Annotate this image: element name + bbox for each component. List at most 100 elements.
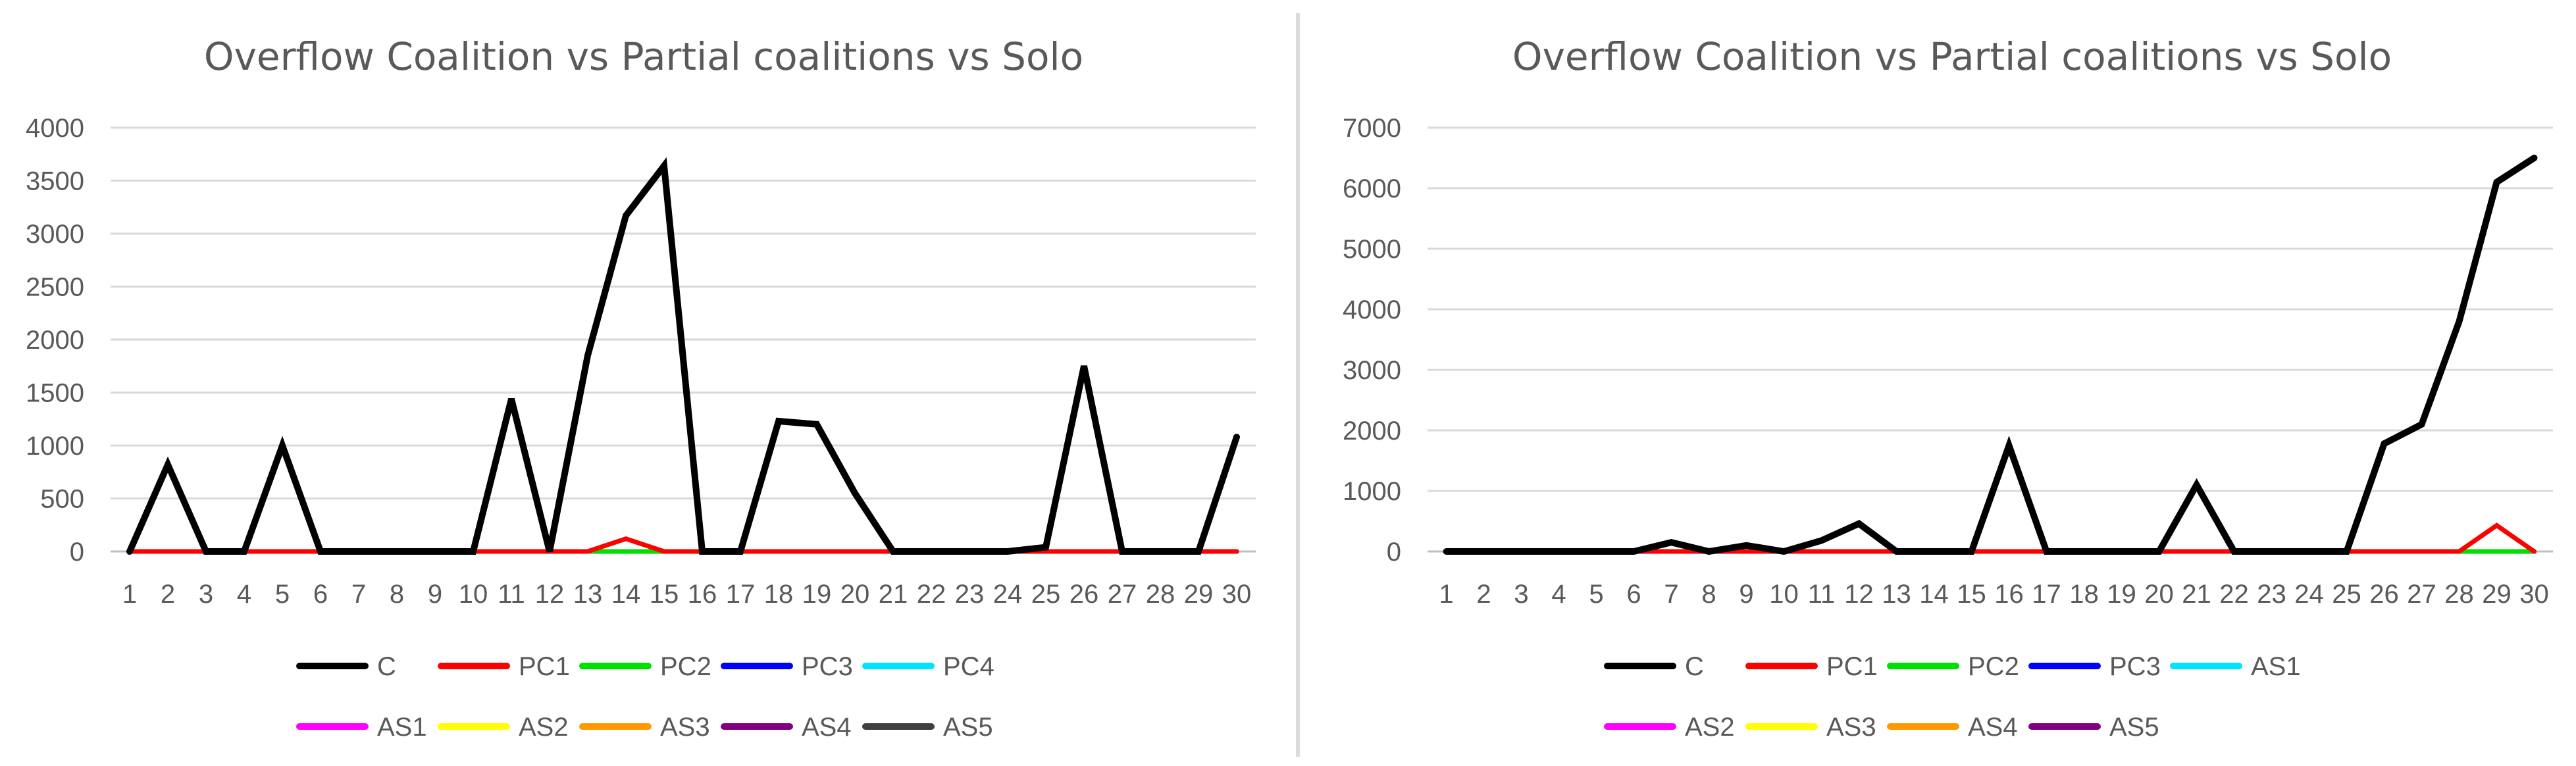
x-tick-label: 22 — [2219, 580, 2249, 609]
x-tick-label: 29 — [2482, 580, 2512, 609]
x-tick-label: 1 — [122, 580, 137, 609]
y-tick-label: 5000 — [1343, 235, 1401, 264]
y-tick-label: 0 — [70, 538, 84, 567]
x-tick-label: 5 — [275, 580, 290, 609]
y-tick-label: 2000 — [26, 326, 84, 355]
x-tick-label: 20 — [840, 580, 870, 609]
x-tick-label: 6 — [1626, 580, 1641, 609]
x-tick-label: 11 — [498, 580, 525, 609]
legend-label-pc4: PC4 — [943, 652, 994, 681]
x-tick-label: 14 — [1919, 580, 1949, 609]
y-tick-label: 1500 — [26, 379, 84, 408]
x-tick-label: 10 — [459, 580, 488, 609]
x-tick-label: 2 — [1476, 580, 1491, 609]
x-tick-label: 21 — [2182, 580, 2211, 609]
chart-left: Overflow Coalition vs Partial coalitions… — [26, 34, 1256, 742]
x-tick-label: 24 — [2294, 580, 2324, 609]
x-tick-label: 17 — [726, 580, 756, 609]
x-tick-label: 7 — [351, 580, 366, 609]
legend-label-as4: AS4 — [1968, 713, 2018, 742]
chart-right: Overflow Coalition vs Partial coalitions… — [1343, 34, 2553, 742]
x-tick-label: 28 — [1146, 580, 1175, 609]
x-tick-label: 20 — [2144, 580, 2174, 609]
legend-label-as5: AS5 — [943, 713, 993, 742]
x-tick-label: 7 — [1664, 580, 1678, 609]
x-tick-label: 18 — [2069, 580, 2099, 609]
x-tick-label: 2 — [161, 580, 175, 609]
legend-label-as4: AS4 — [802, 713, 852, 742]
x-tick-label: 18 — [764, 580, 794, 609]
x-tick-label: 3 — [1514, 580, 1528, 609]
x-tick-label: 26 — [1069, 580, 1099, 609]
y-tick-label: 2500 — [26, 273, 84, 302]
y-tick-label: 3500 — [26, 167, 84, 196]
legend-label-pc2: PC2 — [660, 652, 711, 681]
x-tick-label: 22 — [917, 580, 946, 609]
x-tick-label: 27 — [2407, 580, 2436, 609]
x-tick-label: 25 — [2332, 580, 2361, 609]
x-tick-label: 30 — [2519, 580, 2549, 609]
y-tick-label: 500 — [40, 485, 84, 514]
x-tick-label: 9 — [1739, 580, 1753, 609]
legend-label-as1: AS1 — [377, 713, 427, 742]
series-line-pc1 — [1444, 523, 2537, 554]
y-tick-label: 2000 — [1343, 417, 1401, 446]
legend-label-c: C — [377, 652, 396, 681]
y-tick-label: 0 — [1387, 538, 1401, 567]
x-tick-label: 16 — [688, 580, 717, 609]
legend-label-pc1: PC1 — [1826, 652, 1878, 681]
panel-divider — [1296, 13, 1300, 757]
series-line-c — [126, 157, 1240, 555]
y-tick-label: 3000 — [1343, 356, 1401, 385]
x-tick-label: 23 — [2257, 580, 2286, 609]
x-tick-label: 25 — [1031, 580, 1061, 609]
x-tick-label: 15 — [650, 580, 679, 609]
x-tick-label: 4 — [237, 580, 251, 609]
y-tick-label: 4000 — [1343, 295, 1401, 324]
x-tick-label: 12 — [535, 580, 565, 609]
x-tick-label: 23 — [955, 580, 985, 609]
chart-title: Overflow Coalition vs Partial coalitions… — [1512, 34, 2392, 79]
x-tick-label: 14 — [611, 580, 641, 609]
legend-label-as3: AS3 — [660, 713, 710, 742]
y-tick-label: 6000 — [1343, 174, 1401, 203]
x-tick-label: 24 — [993, 580, 1023, 609]
y-tick-label: 3000 — [26, 220, 84, 249]
x-tick-label: 21 — [879, 580, 908, 609]
legend-label-c: C — [1685, 652, 1704, 681]
x-tick-label: 1 — [1439, 580, 1453, 609]
x-tick-label: 29 — [1184, 580, 1214, 609]
y-tick-label: 4000 — [26, 114, 84, 143]
y-tick-label: 1000 — [26, 432, 84, 461]
x-tick-label: 3 — [199, 580, 213, 609]
x-tick-label: 28 — [2444, 580, 2474, 609]
legend-label-as3: AS3 — [1826, 713, 1876, 742]
legend-label-pc3: PC3 — [2109, 652, 2161, 681]
x-tick-label: 5 — [1589, 580, 1603, 609]
legend-label-pc3: PC3 — [802, 652, 853, 681]
x-tick-label: 17 — [2032, 580, 2061, 609]
legend-label-as1: AS1 — [2251, 652, 2301, 681]
x-tick-label: 4 — [1551, 580, 1566, 609]
x-tick-label: 6 — [313, 580, 328, 609]
x-tick-label: 30 — [1222, 580, 1252, 609]
x-tick-label: 19 — [802, 580, 832, 609]
x-tick-label: 26 — [2369, 580, 2399, 609]
x-tick-label: 11 — [1808, 580, 1836, 609]
x-tick-label: 8 — [1701, 580, 1716, 609]
legend-label-pc1: PC1 — [519, 652, 570, 681]
series-line-pc1 — [127, 536, 1239, 554]
x-tick-label: 13 — [573, 580, 603, 609]
y-tick-label: 7000 — [1343, 114, 1401, 143]
x-tick-label: 12 — [1844, 580, 1874, 609]
legend-label-pc2: PC2 — [1968, 652, 2019, 681]
legend-label-as2: AS2 — [519, 713, 569, 742]
series-line-c — [1443, 155, 2538, 555]
legend-label-as5: AS5 — [2109, 713, 2159, 742]
y-tick-label: 1000 — [1343, 477, 1401, 506]
x-tick-label: 15 — [1957, 580, 1986, 609]
x-tick-label: 27 — [1108, 580, 1137, 609]
x-tick-label: 13 — [1882, 580, 1911, 609]
chart-title: Overflow Coalition vs Partial coalitions… — [204, 34, 1083, 79]
x-tick-label: 9 — [428, 580, 442, 609]
